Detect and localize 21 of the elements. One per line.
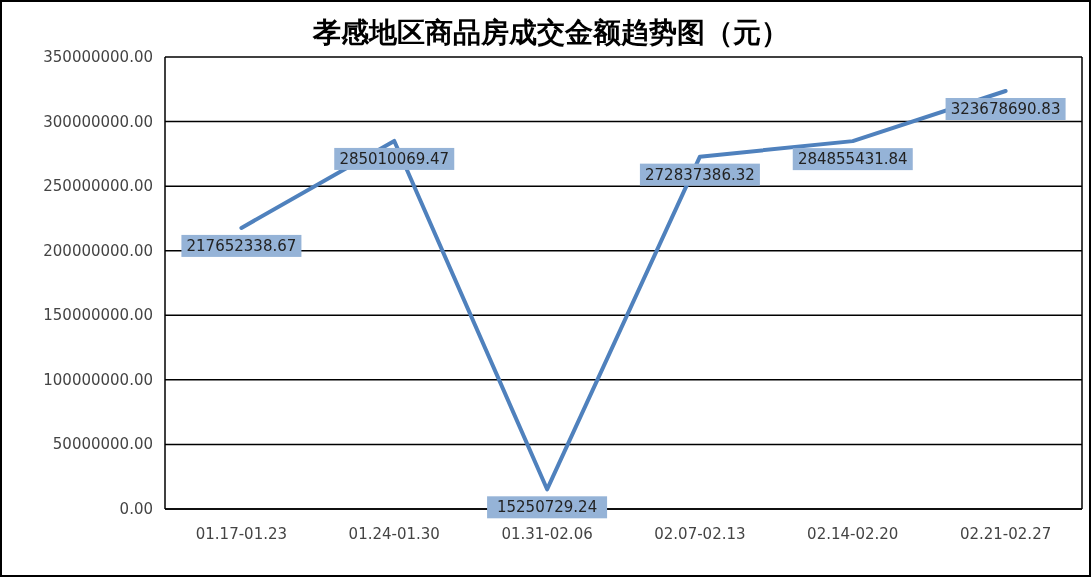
x-tick-label: 02.21-02.27 — [959, 525, 1052, 543]
data-label: 285010069.47 — [339, 149, 450, 168]
x-tick-label: 01.31-02.06 — [501, 525, 593, 543]
data-label: 217652338.67 — [186, 236, 297, 255]
x-tick-label: 01.24-01.30 — [348, 525, 440, 543]
y-tick-label: 250000000.00 — [43, 177, 153, 196]
y-tick-label: 200000000.00 — [43, 241, 153, 260]
x-tick-label: 01.17-01.23 — [195, 525, 288, 543]
y-tick-label: 150000000.00 — [43, 306, 153, 325]
y-tick-label: 0.00 — [119, 500, 153, 518]
data-label: 15250729.24 — [496, 498, 598, 517]
data-label: 284855431.84 — [797, 150, 908, 169]
x-tick-label: 02.14-02.20 — [807, 525, 899, 543]
chart-title: 孝感地区商品房成交金额趋势图（元） — [311, 16, 789, 49]
y-tick-label: 100000000.00 — [43, 370, 153, 389]
x-tick-label: 02.07-02.13 — [654, 525, 746, 543]
data-label: 272837386.32 — [645, 165, 755, 184]
y-tick-label: 350000000.00 — [43, 48, 153, 66]
data-label: 323678690.83 — [950, 99, 1061, 118]
y-tick-label: 50000000.00 — [52, 435, 153, 454]
y-tick-label: 300000000.00 — [43, 112, 153, 131]
